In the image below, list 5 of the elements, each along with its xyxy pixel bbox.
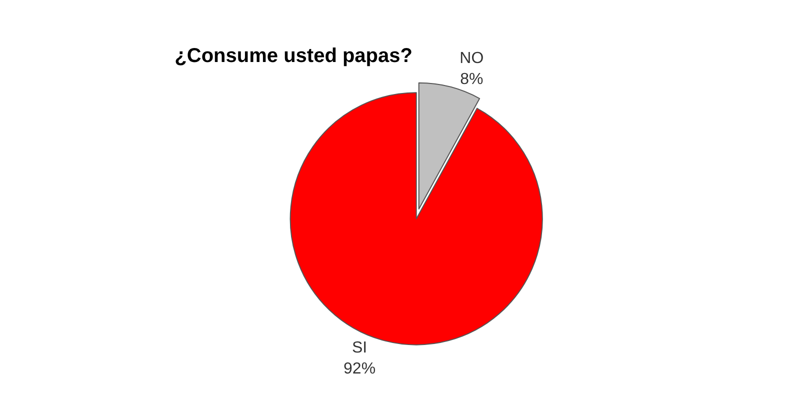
data-label: 92% [344,360,376,378]
chart-title: ¿Consume usted papas? [174,45,412,68]
slice-label: SI [352,340,368,357]
slice-label: NO [460,50,484,68]
data-label: 8% [460,71,484,88]
